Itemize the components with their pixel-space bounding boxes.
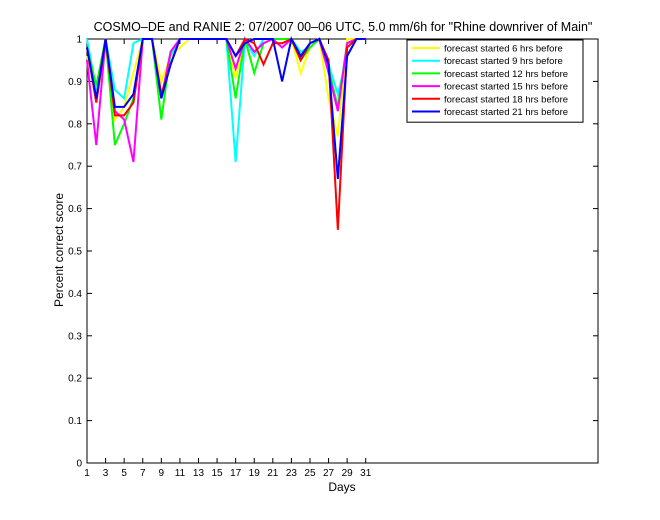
y-tick-label: 0 — [76, 459, 82, 470]
y-tick-label: 0.8 — [68, 119, 82, 130]
x-axis-label: Days — [328, 480, 355, 494]
x-tick-label: 31 — [360, 468, 372, 479]
y-tick-label: 1 — [76, 35, 82, 46]
x-tick-label: 1 — [84, 468, 90, 479]
y-tick-label: 0.3 — [68, 331, 82, 342]
series-line-6 — [86, 36, 366, 180]
legend-label-3: forecast started 12 hrs before — [444, 69, 568, 80]
x-tick-label: 3 — [103, 468, 109, 479]
y-tick-label: 0.5 — [68, 247, 82, 258]
y-tick-label: 0.2 — [68, 374, 82, 385]
x-tick-label: 11 — [175, 468, 186, 479]
legend-label-5: forecast started 18 hrs before — [444, 94, 568, 105]
x-tick-label: 19 — [249, 468, 261, 479]
legend-box — [406, 39, 584, 123]
x-tick-label: 23 — [286, 468, 298, 479]
x-tick-label: 27 — [323, 468, 335, 479]
legend-label-2: forecast started 9 hrs before — [444, 56, 563, 67]
y-tick-label: 0.1 — [68, 416, 82, 427]
y-tick-label: 0.4 — [68, 289, 82, 300]
x-tick-label: 15 — [212, 468, 224, 479]
x-tick-label: 7 — [140, 468, 146, 479]
y-tick-label: 0.6 — [68, 204, 82, 215]
legend-label-1: forecast started 6 hrs before — [444, 44, 563, 55]
x-tick-label: 29 — [342, 468, 354, 479]
chart-title: COSMO–DE and RANIE 2: 07/2007 00–06 UTC,… — [94, 20, 593, 34]
x-tick-label: 21 — [267, 468, 279, 479]
legend-label-6: forecast started 21 hrs before — [444, 107, 568, 118]
x-tick-label: 25 — [304, 468, 316, 479]
y-tick-label: 0.9 — [68, 77, 82, 88]
x-tick-label: 17 — [230, 468, 242, 479]
y-tick-label: 0.7 — [68, 162, 82, 173]
y-axis-label: Percent correct score — [52, 193, 66, 307]
x-tick-label: 13 — [193, 468, 205, 479]
x-tick-label: 9 — [159, 468, 165, 479]
legend-label-4: forecast started 15 hrs before — [444, 82, 568, 93]
x-tick-label: 5 — [121, 468, 127, 479]
